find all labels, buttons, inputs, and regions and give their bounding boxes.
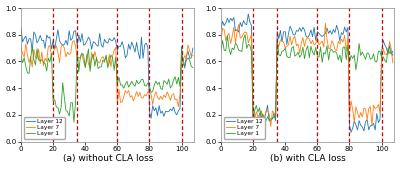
Layer 7 <box>390 62 395 64</box>
Layer 12 <box>373 129 378 131</box>
Layer 12 <box>18 27 23 29</box>
Layer 7 <box>168 99 173 101</box>
Layer 12 <box>236 31 241 33</box>
Layer 12 <box>358 124 363 126</box>
Layer 7 <box>190 54 195 56</box>
Line: Layer 1: Layer 1 <box>221 35 393 125</box>
X-axis label: (a) without CLA loss: (a) without CLA loss <box>62 154 153 163</box>
Layer 1 <box>370 57 374 59</box>
Layer 7 <box>268 125 273 127</box>
Layer 7 <box>218 39 223 41</box>
Layer 1 <box>248 45 252 47</box>
Layer 1 <box>171 79 176 81</box>
Layer 7 <box>373 108 378 110</box>
Layer 12 <box>189 57 194 59</box>
Layer 12 <box>46 37 51 39</box>
Line: Layer 1: Layer 1 <box>21 46 193 122</box>
Layer 7 <box>157 99 162 101</box>
Layer 7 <box>100 56 105 58</box>
Layer 1 <box>72 121 76 123</box>
Layer 1 <box>390 54 395 56</box>
Line: Layer 12: Layer 12 <box>221 14 393 132</box>
Layer 12 <box>390 50 395 52</box>
Layer 7 <box>370 124 374 126</box>
Layer 1 <box>243 34 248 36</box>
Layer 7 <box>18 45 23 47</box>
Layer 1 <box>46 57 51 59</box>
Layer 1 <box>179 45 184 47</box>
Layer 7 <box>300 37 305 39</box>
Layer 12 <box>246 13 251 15</box>
Layer 1 <box>302 58 307 60</box>
Layer 1 <box>190 67 195 69</box>
Layer 12 <box>190 47 195 49</box>
Layer 7 <box>323 22 328 24</box>
Layer 7 <box>358 111 363 113</box>
Layer 1 <box>251 124 256 126</box>
Line: Layer 7: Layer 7 <box>21 41 193 107</box>
X-axis label: (b) with CLA loss: (b) with CLA loss <box>270 154 346 163</box>
Layer 7 <box>46 46 51 48</box>
Legend: Layer 12, Layer 7, Layer 1: Layer 12, Layer 7, Layer 1 <box>224 117 265 139</box>
Layer 7 <box>171 93 176 95</box>
Layer 1 <box>373 61 378 63</box>
Layer 1 <box>236 49 241 51</box>
Layer 12 <box>349 131 354 133</box>
Layer 7 <box>176 106 181 108</box>
Layer 12 <box>370 125 374 127</box>
Layer 1 <box>18 55 23 57</box>
Legend: Layer 12, Layer 7, Layer 1: Layer 12, Layer 7, Layer 1 <box>24 117 65 139</box>
Layer 12 <box>248 21 252 23</box>
Layer 1 <box>36 59 41 61</box>
Line: Layer 12: Layer 12 <box>21 28 193 118</box>
Layer 7 <box>246 42 251 44</box>
Layer 12 <box>157 105 162 107</box>
Layer 12 <box>99 44 104 46</box>
Layer 7 <box>36 48 41 50</box>
Layer 1 <box>168 87 173 89</box>
Layer 7 <box>236 24 241 26</box>
Layer 1 <box>100 59 105 61</box>
Layer 1 <box>157 81 162 83</box>
Layer 7 <box>72 40 76 42</box>
Line: Layer 7: Layer 7 <box>221 23 393 126</box>
Layer 12 <box>36 39 41 41</box>
Layer 1 <box>218 49 223 51</box>
Layer 12 <box>168 108 173 110</box>
Layer 12 <box>149 117 154 119</box>
Layer 12 <box>300 26 305 28</box>
Layer 1 <box>358 54 363 56</box>
Layer 12 <box>218 28 223 30</box>
